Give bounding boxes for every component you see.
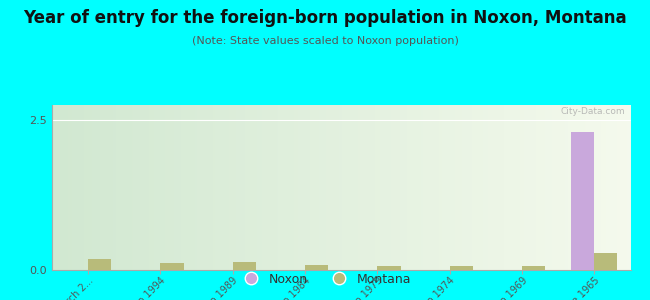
Bar	[378, 266, 400, 270]
Text: City-Data.com: City-Data.com	[560, 106, 625, 116]
Legend: Noxon, Montana: Noxon, Montana	[234, 268, 416, 291]
Bar	[305, 265, 328, 270]
Bar	[450, 266, 473, 270]
Bar	[233, 262, 256, 270]
Bar	[161, 263, 183, 270]
Bar	[522, 266, 545, 270]
Bar	[571, 132, 594, 270]
Bar	[88, 259, 111, 270]
Text: Year of entry for the foreign-born population in Noxon, Montana: Year of entry for the foreign-born popul…	[23, 9, 627, 27]
Text: (Note: State values scaled to Noxon population): (Note: State values scaled to Noxon popu…	[192, 36, 458, 46]
Bar	[594, 253, 618, 270]
